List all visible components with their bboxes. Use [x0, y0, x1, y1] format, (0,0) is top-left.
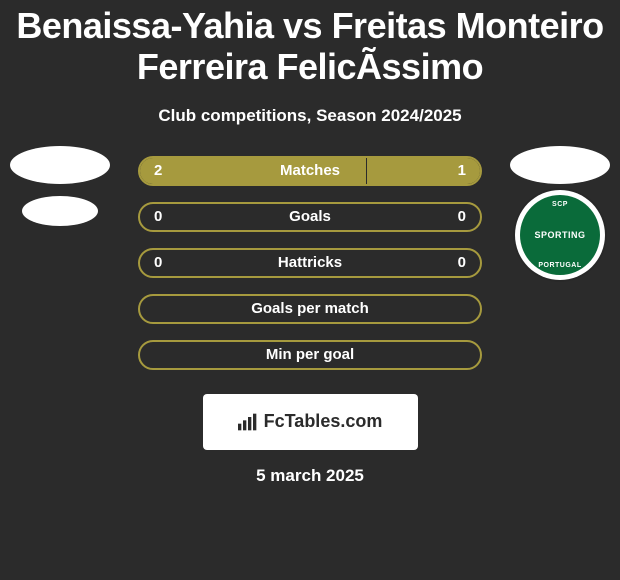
player-right-club-crest: SCP SPORTING PORTUGAL: [515, 190, 605, 280]
stat-right-value: 1: [458, 162, 466, 179]
stat-left-value: 0: [154, 208, 162, 225]
stat-row: 0 Hattricks 0: [138, 248, 482, 278]
date-line: 5 march 2025: [0, 466, 620, 486]
stat-left-value: 0: [154, 254, 162, 271]
crest-text-top: SCP: [552, 201, 568, 208]
stat-right-value: 0: [458, 254, 466, 271]
stat-row: Min per goal: [138, 340, 482, 370]
comparison-infographic: Benaissa-Yahia vs Freitas Monteiro Ferre…: [0, 0, 620, 580]
page-title: Benaissa-Yahia vs Freitas Monteiro Ferre…: [0, 0, 620, 88]
stat-rows: 2 Matches 1 0 Goals 0 0 Hattricks 0 Goals per mat…: [138, 156, 482, 386]
content-area: SCP SPORTING PORTUGAL 2 Matches 1 0 Goals 0 0 H…: [0, 156, 620, 386]
footer-brand-text: FcTables.com: [264, 411, 383, 432]
stat-label: Matches: [280, 162, 340, 179]
footer-badge: FcTables.com: [203, 394, 418, 450]
stat-label: Goals: [289, 208, 331, 225]
crest-inner: SCP SPORTING PORTUGAL: [520, 195, 600, 275]
player-left-column: [6, 146, 114, 226]
stat-row: Goals per match: [138, 294, 482, 324]
stat-left-value: 2: [154, 162, 162, 179]
stat-row: 0 Goals 0: [138, 202, 482, 232]
chart-icon: [238, 413, 258, 431]
player-left-club-placeholder: [22, 196, 98, 226]
crest-text-bot: PORTUGAL: [538, 262, 581, 269]
stat-label: Min per goal: [266, 346, 354, 363]
stat-row: 2 Matches 1: [138, 156, 482, 186]
stat-label: Hattricks: [278, 254, 342, 271]
stat-right-value: 0: [458, 208, 466, 225]
subtitle: Club competitions, Season 2024/2025: [0, 106, 620, 126]
player-right-avatar-placeholder: [510, 146, 610, 184]
player-right-column: SCP SPORTING PORTUGAL: [506, 146, 614, 280]
stat-label: Goals per match: [251, 300, 369, 317]
crest-text-mid: SPORTING: [534, 230, 585, 240]
player-left-avatar-placeholder: [10, 146, 110, 184]
